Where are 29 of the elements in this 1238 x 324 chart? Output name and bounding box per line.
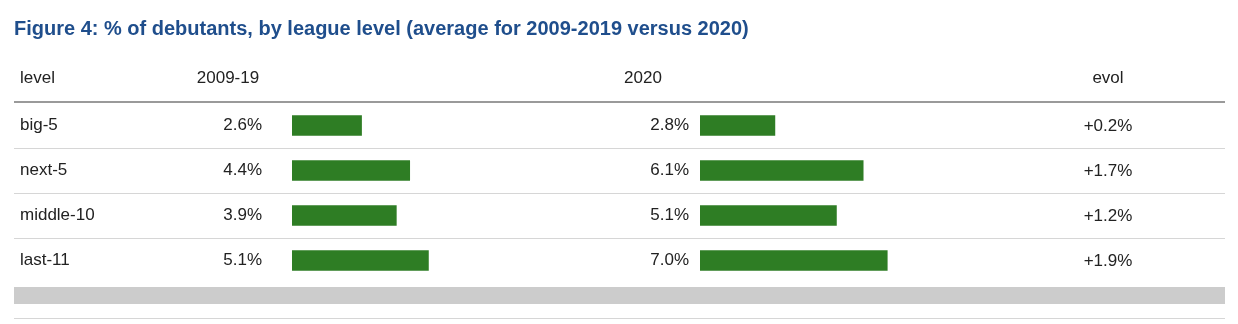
- bar: [292, 115, 362, 136]
- data-label: 2.6%: [223, 115, 262, 135]
- bar: [700, 160, 864, 181]
- bar: [292, 250, 429, 271]
- bar: [700, 205, 837, 226]
- y-axis-title: level: [20, 67, 55, 89]
- data-label: 4.4%: [223, 160, 262, 180]
- bar: [292, 160, 411, 181]
- text: +1.9%: [1082, 249, 1134, 272]
- chart-title: Figure 4: % of debutants, by league level (average for 2009-2019 versus 2020): [14, 16, 749, 40]
- text: evol: [1091, 67, 1125, 89]
- text: 2020: [623, 67, 663, 89]
- bar: [292, 205, 397, 226]
- y-tick-label: big-5: [20, 115, 58, 135]
- text: +1.7%: [1082, 159, 1134, 182]
- y-tick-label: next-5: [20, 160, 68, 180]
- text: +1.2%: [1082, 204, 1134, 227]
- data-label: 6.1%: [650, 160, 689, 180]
- y-tick-label: last-11: [20, 250, 70, 270]
- bar: [700, 115, 776, 136]
- text: 2009-19: [195, 67, 261, 89]
- data-label: 7.0%: [650, 250, 689, 270]
- text: +0.2%: [1082, 114, 1134, 137]
- data-label: 3.9%: [223, 205, 262, 225]
- data-label: 5.1%: [650, 205, 689, 225]
- bar: [700, 250, 888, 271]
- data-label: 2.8%: [650, 115, 689, 135]
- y-tick-label: middle-10: [20, 205, 95, 225]
- data-label: 5.1%: [223, 250, 262, 270]
